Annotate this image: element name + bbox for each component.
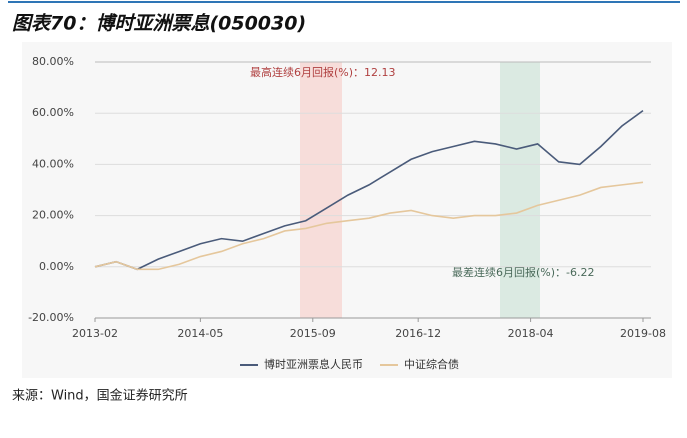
x-tick-label: 2013-02 [72,327,118,340]
y-tick-label: 40.00% [32,157,74,170]
x-tick-label: 2016-12 [395,327,441,340]
y-tick-label: -20.00% [28,311,74,324]
x-tick-label: 2014-05 [177,327,223,340]
annotation: 最高连续6月回报(%)：12.13 [250,65,396,79]
annotation: 最差连续6月回报(%)：-6.22 [452,265,595,279]
y-tick-label: 60.00% [32,106,74,119]
x-tick-label: 2018-04 [508,327,554,340]
legend-label: 中证综合债 [404,357,459,371]
series-line [94,109,644,271]
source: 来源：Wind，国金证券研究所 [12,388,188,404]
series-line [94,181,644,271]
x-tick-label: 2015-09 [290,327,336,340]
y-tick-label: 0.00% [39,260,74,273]
plot-background [22,42,672,378]
y-tick-label: 80.00% [32,55,74,68]
figure-title: 图表70：博时亚洲票息(050030) [12,13,306,35]
x-tick-label: 2019-08 [620,327,666,340]
legend-label: 博时亚洲票息人民币 [264,357,363,371]
highlight-band [500,62,540,318]
highlight-band [300,62,342,318]
y-tick-label: 20.00% [32,209,74,222]
